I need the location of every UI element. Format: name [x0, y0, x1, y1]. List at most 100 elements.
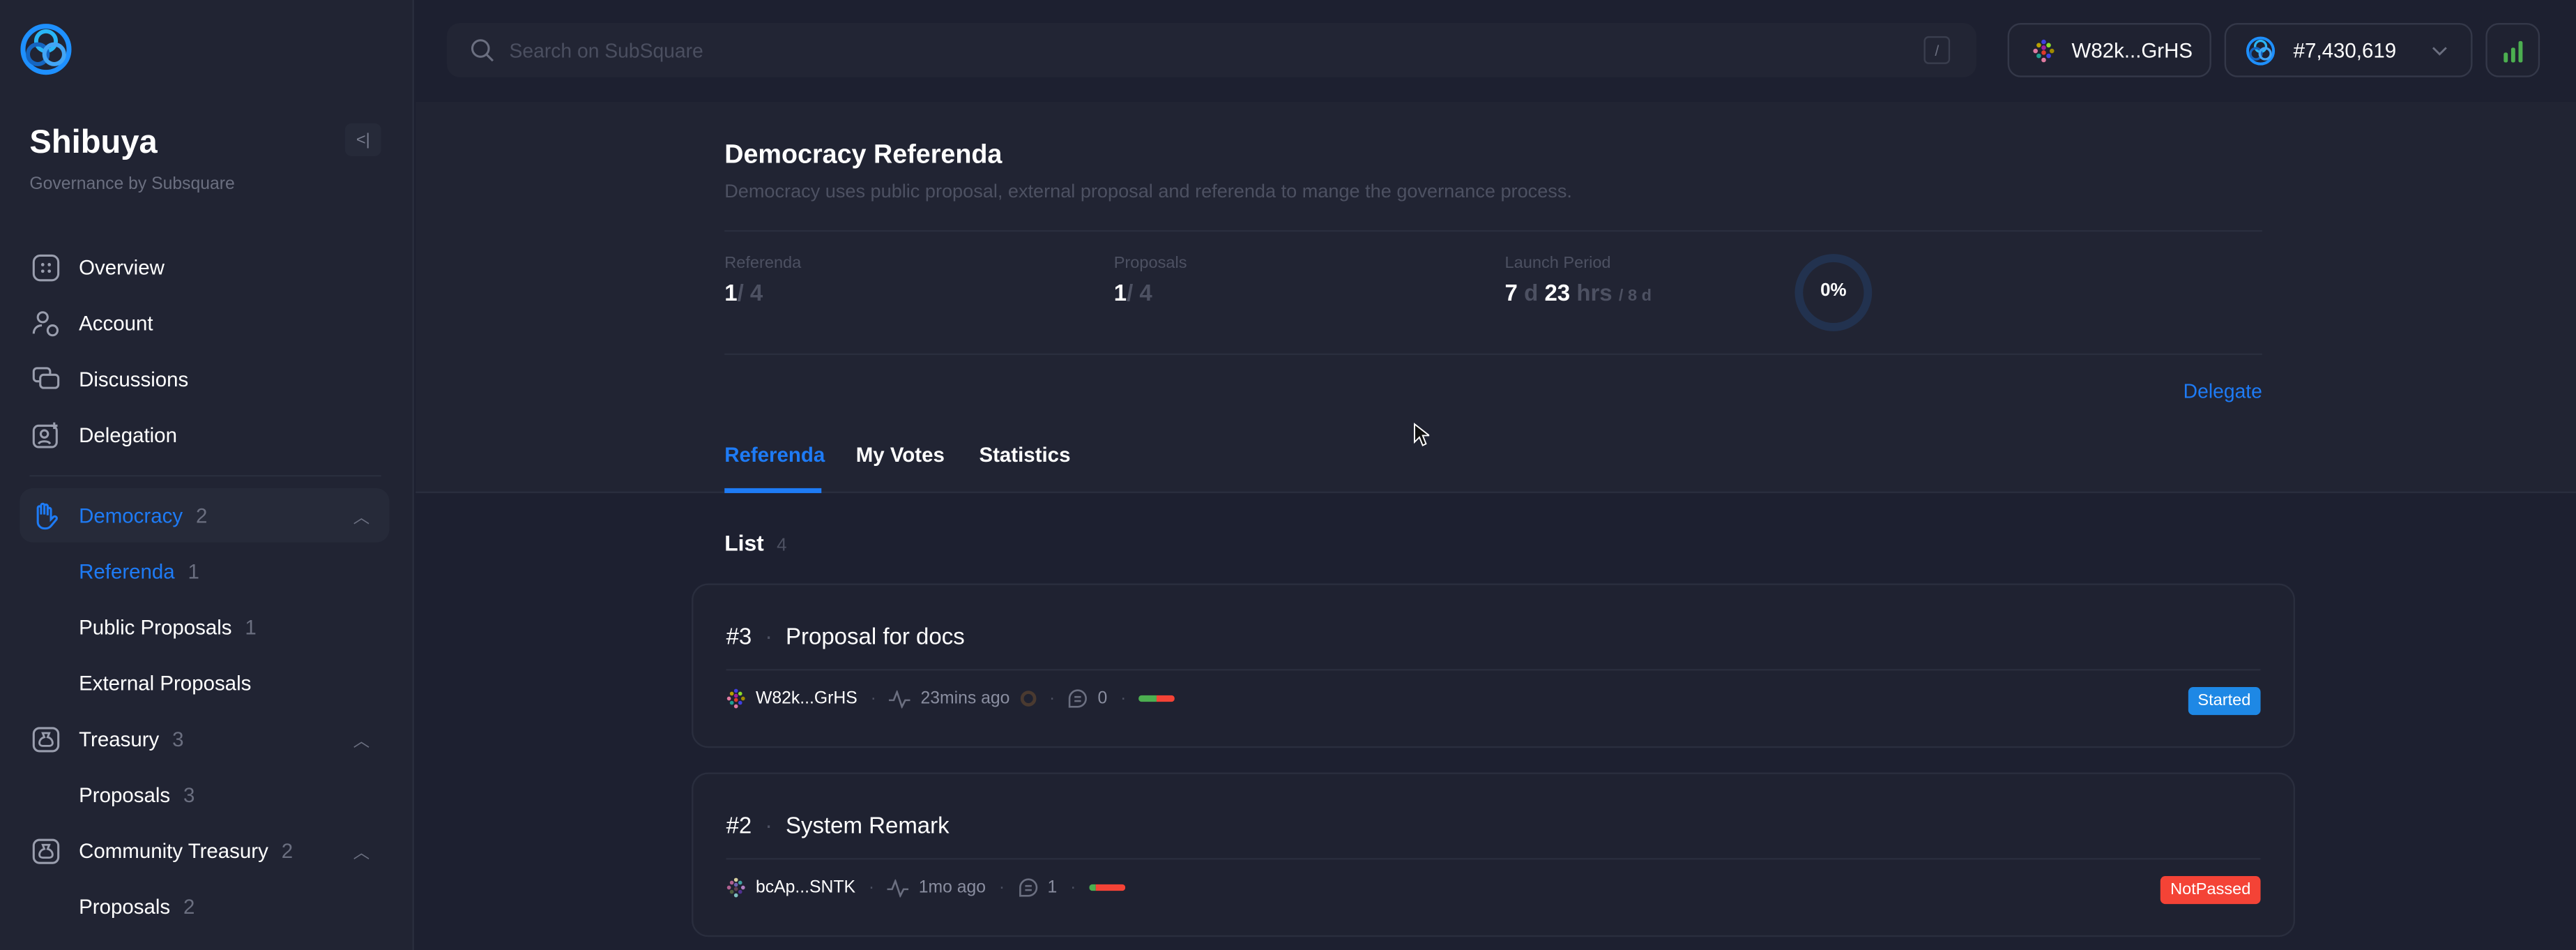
referendum-card[interactable]: #2 · System Remark bcAp...SNTK · 1mo ago · 1… [692, 772, 2296, 937]
sidebar-item-treasury-proposals[interactable]: Proposals 3 [20, 767, 389, 822]
account-button[interactable]: W82k...GrHS [2007, 22, 2211, 77]
sidebar-count: 2 [281, 838, 294, 862]
delegation-icon [17, 420, 76, 449]
sidebar-item-public-proposals[interactable]: Public Proposals 1 [20, 600, 389, 654]
collapse-icon: <| [356, 130, 370, 149]
updated-time: 23mins ago [920, 688, 1010, 709]
comment-icon [1019, 878, 1037, 897]
sidebar-item-external-proposals[interactable]: External Proposals [20, 656, 389, 710]
sidebar-item-community-treasury-proposals[interactable]: Proposals 2 [20, 880, 389, 934]
vote-bar [1089, 884, 1126, 891]
launch-period-value: 7 d 23 hrs / 8 d [1504, 279, 1652, 306]
page-description: Democracy uses public proposal, external… [724, 182, 1572, 202]
account-identicon [2033, 38, 2055, 62]
chevron-up-icon: ︿ [353, 732, 370, 751]
tab-statistics[interactable]: Statistics [979, 444, 1071, 467]
sidebar-count: 2 [195, 504, 208, 527]
proposals-stat-label: Proposals [1113, 255, 1187, 273]
proposer-link[interactable]: W82k...GrHS [755, 688, 858, 709]
sidebar-item-label: Public Proposals [79, 615, 232, 639]
vote-bar [1139, 695, 1176, 702]
launch-period-percent: 0% [1820, 280, 1847, 301]
referendum-title[interactable]: #3 · Proposal for docs [726, 623, 965, 649]
signal-icon [2503, 40, 2522, 62]
proposer-identicon [726, 877, 745, 898]
subsquare-logo[interactable] [20, 23, 72, 75]
sidebar-item-label: Proposals [79, 895, 171, 919]
updated-time: 1mo ago [918, 877, 986, 898]
sidebar-item-overview[interactable]: Overview [20, 240, 389, 294]
sidebar-item-delegation[interactable]: Delegation [20, 407, 389, 462]
sidebar-count: 2 [183, 895, 195, 919]
chevron-up-icon: ︿ [353, 509, 370, 528]
sidebar-item-label: Discussions [79, 367, 189, 391]
chevron-down-icon [2432, 46, 2447, 55]
sidebar-group-label: Democracy [79, 504, 183, 527]
sidebar-group-label: Treasury [79, 727, 160, 751]
treasury-bag-icon [17, 836, 76, 865]
referenda-stat-value: 1/ 4 [724, 279, 763, 306]
network-status-button[interactable] [2485, 22, 2540, 77]
activity-icon [887, 878, 909, 897]
sidebar-item-discussions[interactable]: Discussions [20, 352, 389, 406]
proposer-identicon [726, 688, 745, 709]
sidebar-item-referenda[interactable]: Referenda 1 [20, 544, 389, 598]
card-divider [726, 669, 2261, 671]
countdown-ring-icon [1020, 691, 1036, 707]
summary-divider [724, 229, 2262, 232]
referendum-card[interactable]: #3 · Proposal for docs W82k...GrHS · 23mins… [692, 583, 2296, 748]
discussions-icon [17, 364, 76, 393]
aye-bar [1089, 884, 1097, 891]
comment-icon [1069, 689, 1088, 708]
treasury-bag-icon [17, 724, 76, 753]
proposer-link[interactable]: bcAp...SNTK [755, 877, 856, 898]
tab-referenda[interactable]: Referenda [724, 444, 825, 467]
launch-period-label: Launch Period [1504, 255, 1611, 273]
aye-bar [1139, 695, 1158, 702]
active-tab-indicator [724, 488, 822, 493]
search-shortcut-key: / [1923, 36, 1951, 64]
chain-logo-icon [2246, 36, 2276, 65]
nay-bar [1157, 695, 1176, 702]
chevron-up-icon: ︿ [353, 845, 370, 864]
hand-icon [17, 501, 76, 530]
referendum-title[interactable]: #2 · System Remark [726, 812, 950, 838]
account-address: W82k...GrHS [2071, 38, 2193, 62]
block-height: #7,430,619 [2293, 38, 2397, 62]
sidebar-item-label: Proposals [79, 783, 171, 806]
page-header-panel [416, 102, 2576, 493]
activity-icon [889, 689, 911, 708]
card-divider [726, 858, 2261, 860]
sidebar: Shibuya Governance by Subsquare <| Overv… [0, 0, 414, 950]
sidebar-group-democracy[interactable]: Democracy 2 ︿ [17, 488, 390, 543]
sidebar-group-treasury[interactable]: Treasury 3 ︿ [20, 711, 389, 766]
search-input[interactable]: Search on SubSquare / [446, 22, 1976, 77]
sidebar-item-label: Referenda [79, 559, 175, 583]
collapse-sidebar-button[interactable]: <| [344, 123, 381, 156]
tab-my-votes[interactable]: My Votes [855, 444, 945, 467]
referenda-stat-label: Referenda [724, 255, 802, 273]
account-icon [17, 308, 76, 338]
sidebar-count: 1 [188, 559, 199, 583]
sidebar-item-label: Account [79, 311, 153, 335]
sidebar-group-community-treasury[interactable]: Community Treasury 2 ︿ [20, 824, 389, 878]
sidebar-item-label: Delegation [79, 423, 177, 446]
mouse-cursor-icon [1414, 423, 1430, 446]
status-badge: NotPassed [2160, 876, 2261, 905]
delegate-link[interactable]: Delegate [2183, 379, 2262, 403]
sidebar-item-account[interactable]: Account [20, 296, 389, 350]
node-selector[interactable]: #7,430,619 [2224, 22, 2473, 77]
comment-count: 1 [1047, 877, 1058, 898]
chain-name: Shibuya [29, 125, 158, 161]
sidebar-divider [29, 475, 381, 477]
referendum-meta: bcAp...SNTK · 1mo ago · 1 · [726, 877, 1126, 898]
nay-bar [1096, 884, 1126, 891]
search-icon [471, 39, 494, 62]
sidebar-count: 3 [183, 783, 195, 806]
launch-period-progress-ring [1794, 254, 1873, 331]
sidebar-item-label: External Proposals [79, 671, 252, 695]
sidebar-group-label: Community Treasury [79, 838, 268, 862]
status-badge: Started [2188, 687, 2261, 716]
comment-count: 0 [1097, 688, 1108, 709]
sidebar-count: 1 [245, 615, 257, 639]
